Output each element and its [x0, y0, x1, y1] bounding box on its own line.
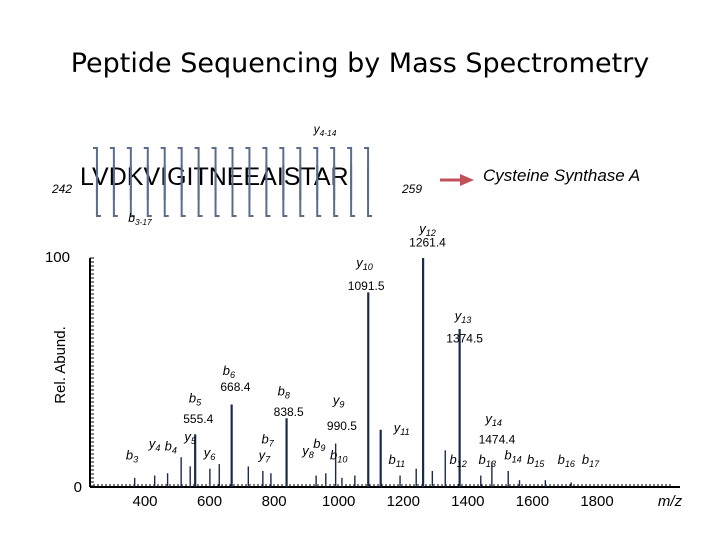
- b-ion-bracket: [299, 165, 305, 217]
- b-ion-bracket: [248, 165, 254, 217]
- mz-value-label: 555.4: [183, 412, 213, 426]
- x-tick-label: 1800: [580, 493, 613, 510]
- x-axis-label: m/z: [658, 493, 683, 510]
- y-axis-label: Rel. Abund.: [52, 326, 69, 404]
- ion-label: b12: [449, 452, 466, 469]
- x-tick-label: 1600: [516, 493, 549, 510]
- ion-label: y4: [148, 436, 161, 453]
- b-ion-bracket: [367, 165, 373, 217]
- ion-label: b10: [330, 448, 347, 465]
- protein-arrow-head: [460, 174, 474, 186]
- ion-label: b8: [278, 383, 290, 400]
- mz-value-label: 990.5: [327, 419, 357, 433]
- ion-label: y9: [332, 393, 345, 410]
- ion-label: y5: [183, 429, 197, 446]
- x-tick-label: 800: [262, 493, 287, 510]
- ion-label: y7: [258, 448, 272, 465]
- ion-label: b6: [223, 363, 236, 380]
- mz-value-label: 1261.4: [409, 236, 446, 250]
- ion-label: y10: [355, 255, 373, 272]
- ion-label: b7: [262, 431, 275, 448]
- ion-label: b3: [126, 448, 138, 465]
- ion-label: y6: [203, 445, 217, 462]
- b-ion-bracket: [316, 165, 322, 217]
- ion-label: b11: [388, 452, 405, 469]
- b-ion-bracket: [231, 165, 237, 217]
- b-ion-bracket: [282, 165, 288, 217]
- ion-label: b5: [189, 390, 202, 407]
- y-tick-label: 0: [74, 479, 82, 496]
- ion-label: b9: [313, 436, 325, 453]
- b-ion-bracket: [350, 165, 356, 217]
- ion-label: b4: [165, 438, 177, 455]
- ion-label: y12: [418, 221, 436, 238]
- ion-label: y11: [393, 420, 410, 437]
- x-tick-label: 1200: [387, 493, 420, 510]
- ion-label: y8: [301, 443, 314, 460]
- mz-value-label: 1474.4: [479, 432, 516, 446]
- slide-title: Peptide Sequencing by Mass Spectrometry: [70, 48, 650, 79]
- peptide-sequence: LVDKVIGITNEEAISTAR: [80, 163, 349, 191]
- x-tick-label: 400: [132, 493, 157, 510]
- mz-value-label: 838.5: [274, 405, 304, 419]
- b-ion-bracket: [112, 165, 118, 217]
- ion-label: b14: [504, 448, 521, 465]
- b-ion-bracket: [180, 165, 186, 217]
- b-ion-bracket: [95, 165, 101, 217]
- b-ion-bracket: [214, 165, 220, 217]
- ion-label: b13: [479, 452, 496, 469]
- ion-label: b16: [558, 452, 576, 469]
- x-tick-label: 600: [197, 493, 222, 510]
- x-tick-label: 1000: [322, 493, 355, 510]
- mz-value-label: 1091.5: [348, 279, 385, 293]
- b-ion-bracket: [197, 165, 203, 217]
- b-ion-bracket: [129, 165, 135, 217]
- protein-name: Cysteine Synthase A: [483, 166, 640, 185]
- y-tick-label: 100: [45, 249, 70, 266]
- y-ion-range-label: y4-14: [313, 122, 337, 138]
- x-tick-label: 1400: [451, 493, 484, 510]
- b-ion-bracket: [333, 165, 339, 217]
- ion-label: y13: [454, 308, 472, 325]
- b-ion-bracket: [146, 165, 152, 217]
- mz-value-label: 668.4: [220, 380, 250, 394]
- ion-label: b17: [582, 452, 600, 469]
- b-ion-bracket: [163, 165, 169, 217]
- b-ion-bracket: [265, 165, 271, 217]
- mz-value-label: 1374.5: [446, 332, 483, 346]
- sequence-start-position: 242: [51, 182, 72, 196]
- ion-label: b15: [527, 452, 545, 469]
- sequence-end-position: 259: [401, 182, 422, 196]
- peak-bars: [133, 258, 572, 487]
- ion-label: y14: [484, 411, 502, 428]
- b-ion-range-label: b3-17: [128, 211, 152, 227]
- peptide-header: 242 LVDKVIGITNEEAISTAR 259 y4-14 b3-17 Cystei…: [51, 122, 640, 227]
